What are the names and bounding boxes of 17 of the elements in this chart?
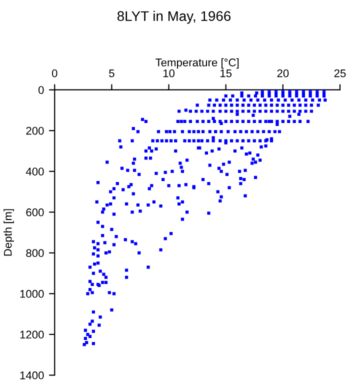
- y-tick-label: 600: [26, 208, 44, 216]
- y-tick-label: 1200: [20, 330, 44, 339]
- y-tick-label: 800: [26, 249, 44, 258]
- y-tick-label: 400: [26, 168, 44, 176]
- y-tick-label: 200: [26, 126, 44, 135]
- chart-title: 8LYT in May, 1966: [117, 10, 231, 24]
- y-tick-label: 1000: [20, 290, 44, 298]
- x-tick-label: 5: [109, 69, 114, 78]
- x-tick-label: 20: [277, 69, 289, 78]
- y-axis-title: Depth [m]: [4, 209, 14, 256]
- x-tick-label: 10: [163, 69, 175, 78]
- y-tick-label: 0: [38, 86, 44, 94]
- y-tick-label: 1400: [20, 371, 44, 380]
- x-axis-title: Temperature [°C]: [156, 58, 239, 69]
- x-tick-label: 15: [220, 69, 232, 78]
- x-tick-label: 0: [52, 69, 58, 78]
- x-tick-label: 25: [334, 69, 346, 78]
